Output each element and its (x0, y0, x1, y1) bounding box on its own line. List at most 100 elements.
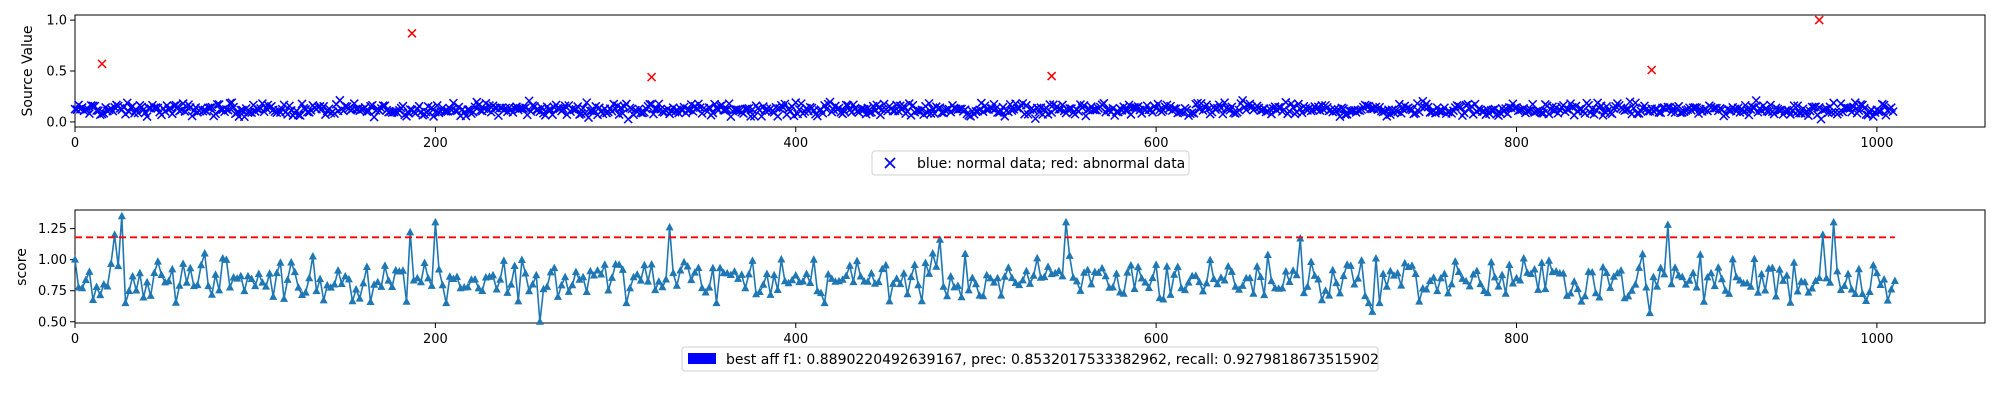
score-point (438, 280, 447, 289)
normal-point (708, 108, 718, 118)
score-point (1588, 267, 1597, 276)
normal-point (773, 111, 783, 121)
score-point (233, 274, 242, 282)
score-point (669, 268, 678, 277)
normal-point (1690, 102, 1700, 112)
score-point (921, 258, 930, 267)
normal-point (1099, 98, 1109, 108)
normal-point (726, 112, 736, 122)
legend-color-patch (688, 353, 716, 364)
score-point (1040, 272, 1049, 281)
normal-point (84, 109, 94, 119)
score-point (853, 256, 862, 265)
normal-point (133, 108, 143, 118)
score-point (1289, 266, 1298, 274)
source-value-chart: 0 200 400 600 800 1000 0.0 0.5 1.0 Source Value… (20, 14, 1986, 176)
normal-point (654, 99, 664, 109)
bottom-x-tick-label: 0 (71, 332, 79, 347)
score-point (1379, 269, 1388, 278)
normal-point (899, 101, 909, 111)
normal-point (1751, 95, 1761, 106)
score-point (96, 290, 105, 299)
normal-point (1793, 101, 1803, 111)
score-point (701, 288, 710, 296)
normal-point (284, 101, 294, 111)
score-point (352, 284, 361, 293)
score-point (856, 272, 865, 280)
score-point (1144, 283, 1153, 292)
score-point (150, 268, 159, 276)
score-point (416, 277, 425, 286)
score-point (197, 260, 206, 269)
score-point (1591, 288, 1600, 297)
score-point (849, 277, 858, 286)
score-point (773, 285, 782, 293)
score-point (571, 267, 580, 276)
score-point (1123, 268, 1132, 276)
score-point (1238, 281, 1247, 289)
score-point (600, 260, 609, 268)
score-point (1490, 272, 1499, 281)
score-point (251, 281, 260, 290)
top-x-tick-label: 800 (1504, 136, 1529, 151)
score-point (734, 274, 743, 282)
score-point (961, 249, 970, 257)
score-point (1440, 269, 1449, 277)
normal-point (229, 102, 239, 112)
score-point (1346, 261, 1355, 269)
score-point (1782, 271, 1791, 279)
score-point (932, 262, 941, 270)
score-point (510, 261, 519, 269)
score-point (380, 261, 389, 269)
score-point (910, 260, 919, 268)
score-point (1714, 263, 1723, 271)
score-point (1321, 286, 1330, 294)
normal-point (1841, 103, 1851, 113)
score-point (1062, 217, 1071, 226)
normal-point (1888, 107, 1898, 117)
score-point (1065, 251, 1074, 259)
score-point (1371, 254, 1380, 262)
top-y-tick-label: 0.5 (46, 65, 67, 80)
score-point (791, 270, 800, 279)
score-point (889, 279, 898, 287)
normal-point (1807, 102, 1817, 112)
score-point (175, 281, 184, 289)
score-point (528, 279, 537, 288)
score-point (1098, 263, 1107, 272)
normal-point (935, 103, 945, 113)
score-point (1382, 282, 1391, 290)
score-point (222, 255, 231, 263)
score-point (1249, 289, 1258, 297)
normal-point (211, 109, 221, 119)
normal-point (439, 106, 449, 116)
normal-point (812, 111, 822, 121)
score-point (1325, 291, 1334, 299)
score-point (305, 273, 314, 282)
score-point (708, 263, 717, 272)
score-point (1429, 273, 1438, 281)
abnormal-point (1047, 71, 1057, 81)
score-point (1638, 249, 1647, 258)
abnormal-point (647, 72, 657, 82)
bottom-y-ticks: 0.50 0.75 1.00 1.25 (38, 222, 75, 330)
score-point (434, 265, 443, 273)
top-x-tick-label: 400 (783, 136, 808, 151)
normal-point (484, 101, 494, 111)
score-point (420, 258, 429, 266)
score-point (644, 277, 652, 285)
score-point (225, 283, 234, 291)
score-point (424, 273, 433, 282)
score-point (1299, 288, 1308, 297)
score-point (568, 280, 577, 289)
score-point (1667, 279, 1676, 288)
score-point (182, 278, 191, 286)
score-point (755, 287, 764, 296)
score-point (1534, 285, 1543, 293)
score-point (968, 273, 977, 281)
score-point (1516, 275, 1525, 284)
normal-point (1293, 99, 1304, 109)
normal-point (576, 109, 586, 119)
normal-point (1023, 109, 1033, 119)
score-point (298, 290, 307, 298)
